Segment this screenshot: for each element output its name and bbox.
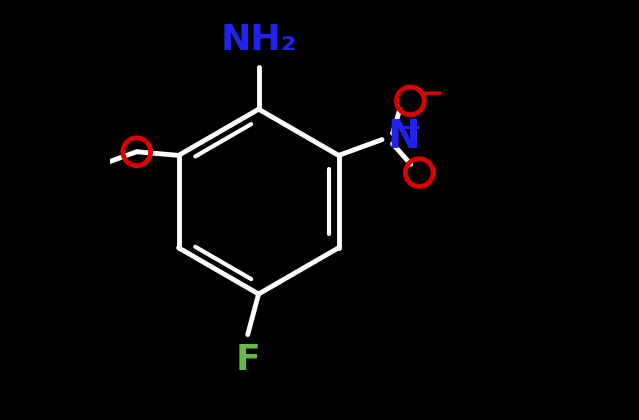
Text: F: F (235, 343, 260, 377)
Text: N: N (387, 118, 420, 157)
Text: −: − (419, 80, 445, 109)
Text: NH₂: NH₂ (220, 23, 297, 57)
Text: +: + (400, 116, 421, 140)
